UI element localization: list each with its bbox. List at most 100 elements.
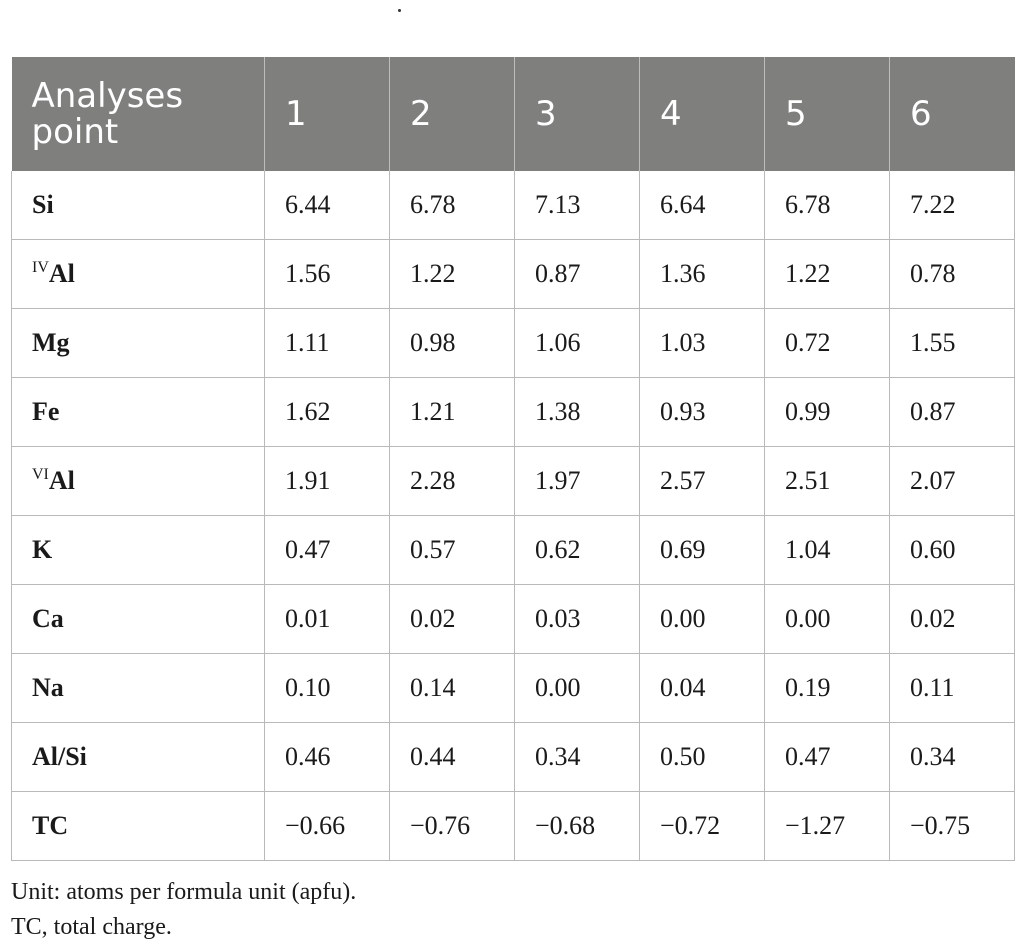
- table-cell: 0.60: [889, 515, 1015, 585]
- row-label: Ca: [11, 584, 265, 654]
- table-cell: 6.78: [764, 171, 890, 240]
- row-label-text: Ca: [32, 604, 64, 633]
- table-cell: 1.22: [764, 239, 890, 309]
- header-cell: 1: [264, 57, 390, 171]
- row-label: Al/Si: [11, 722, 265, 792]
- row-label: TC: [11, 791, 265, 861]
- row-label: Si: [11, 171, 265, 240]
- table-row: Fe 1.62 1.21 1.38 0.93 0.99 0.87: [11, 377, 1015, 447]
- table-cell: 0.44: [389, 722, 515, 792]
- table-row: K 0.47 0.57 0.62 0.69 1.04 0.60: [11, 515, 1015, 585]
- row-label-text: TC: [32, 811, 69, 840]
- table-cell: 0.00: [514, 653, 640, 723]
- header-cell: Analyses point: [11, 57, 265, 171]
- row-label: Mg: [11, 308, 265, 378]
- table-cell: 0.47: [264, 515, 390, 585]
- table-header-row: Analyses point 1 2 3 4 5 6: [11, 57, 1015, 171]
- table-cell: 0.19: [764, 653, 890, 723]
- analyses-table: Analyses point 1 2 3 4 5 6 Si 6.44 6.78 7.1…: [11, 57, 1015, 861]
- table-cell: 0.00: [639, 584, 765, 654]
- table-cell: 1.03: [639, 308, 765, 378]
- table-cell: 0.46: [264, 722, 390, 792]
- table-row: IVAl 1.56 1.22 0.87 1.36 1.22 0.78: [11, 239, 1015, 309]
- table-cell: −0.66: [264, 791, 390, 861]
- table-cell: 0.93: [639, 377, 765, 447]
- table-cell: 1.56: [264, 239, 390, 309]
- row-label-text: Al: [48, 466, 75, 495]
- table-cell: −1.27: [764, 791, 890, 861]
- table-cell: 0.14: [389, 653, 515, 723]
- table-cell: 6.64: [639, 171, 765, 240]
- table-cell: 7.22: [889, 171, 1015, 240]
- table-cell: 1.21: [389, 377, 515, 447]
- table-cell: 0.11: [889, 653, 1015, 723]
- table-cell: 2.07: [889, 446, 1015, 516]
- row-label-text: Mg: [32, 328, 70, 357]
- table-cell: 0.02: [389, 584, 515, 654]
- table-cell: −0.76: [389, 791, 515, 861]
- table-cell: 1.97: [514, 446, 640, 516]
- row-label-text: Fe: [32, 397, 60, 426]
- table-cell: 0.98: [389, 308, 515, 378]
- table-cell: 0.50: [639, 722, 765, 792]
- table-cell: 0.47: [764, 722, 890, 792]
- table-cell: 7.13: [514, 171, 640, 240]
- header-cell: 6: [889, 57, 1015, 171]
- stray-dot: [398, 9, 401, 12]
- table-row: Si 6.44 6.78 7.13 6.64 6.78 7.22: [11, 171, 1015, 240]
- table-cell: 0.62: [514, 515, 640, 585]
- table-cell: 2.51: [764, 446, 890, 516]
- table-cell: 1.11: [264, 308, 390, 378]
- row-label: VIAl: [11, 446, 265, 516]
- table-cell: 2.57: [639, 446, 765, 516]
- row-label: Na: [11, 653, 265, 723]
- row-label-text: K: [32, 535, 53, 564]
- table-cell: 0.99: [764, 377, 890, 447]
- table-cell: 1.06: [514, 308, 640, 378]
- header-cell: 3: [514, 57, 640, 171]
- table-footnotes: Unit: atoms per formula unit (apfu). TC,…: [11, 875, 356, 945]
- table-row: Mg 1.11 0.98 1.06 1.03 0.72 1.55: [11, 308, 1015, 378]
- table-cell: 0.02: [889, 584, 1015, 654]
- row-label: K: [11, 515, 265, 585]
- table-cell: 2.28: [389, 446, 515, 516]
- table-cell: 1.36: [639, 239, 765, 309]
- table-cell: 0.10: [264, 653, 390, 723]
- table-cell: −0.68: [514, 791, 640, 861]
- table-cell: 0.34: [889, 722, 1015, 792]
- table-cell: 1.55: [889, 308, 1015, 378]
- header-cell: 5: [764, 57, 890, 171]
- footnote-unit: Unit: atoms per formula unit (apfu).: [11, 879, 357, 905]
- row-label-text: Al/Si: [32, 742, 87, 771]
- header-cell: 4: [639, 57, 765, 171]
- footnote-tc: TC, total charge.: [11, 914, 172, 940]
- table-cell: 1.38: [514, 377, 640, 447]
- table-row: TC −0.66 −0.76 −0.68 −0.72 −1.27 −0.75: [11, 791, 1015, 861]
- table-cell: 1.22: [389, 239, 515, 309]
- row-label-superscript: IV: [32, 259, 49, 276]
- table-cell: 6.78: [389, 171, 515, 240]
- table-cell: 1.62: [264, 377, 390, 447]
- table-cell: 0.87: [889, 377, 1015, 447]
- table-cell: −0.72: [639, 791, 765, 861]
- table-body: Si 6.44 6.78 7.13 6.64 6.78 7.22 IVAl 1.56 1.22 0.…: [11, 171, 1015, 861]
- table-cell: 0.03: [514, 584, 640, 654]
- table-row: Na 0.10 0.14 0.00 0.04 0.19 0.11: [11, 653, 1015, 723]
- row-label-text: Al: [48, 259, 75, 288]
- table-cell: 0.04: [639, 653, 765, 723]
- table-cell: −0.75: [889, 791, 1015, 861]
- table-cell: 0.87: [514, 239, 640, 309]
- row-label-superscript: VI: [32, 466, 49, 483]
- table-cell: 0.00: [764, 584, 890, 654]
- table-cell: 1.91: [264, 446, 390, 516]
- table-cell: 0.01: [264, 584, 390, 654]
- table-cell: 6.44: [264, 171, 390, 240]
- table-cell: 0.34: [514, 722, 640, 792]
- table-cell: 0.78: [889, 239, 1015, 309]
- row-label-text: Si: [32, 190, 54, 219]
- table-cell: 0.57: [389, 515, 515, 585]
- table-cell: 0.72: [764, 308, 890, 378]
- header-cell: 2: [389, 57, 515, 171]
- row-label: Fe: [11, 377, 265, 447]
- table-row: Al/Si 0.46 0.44 0.34 0.50 0.47 0.34: [11, 722, 1015, 792]
